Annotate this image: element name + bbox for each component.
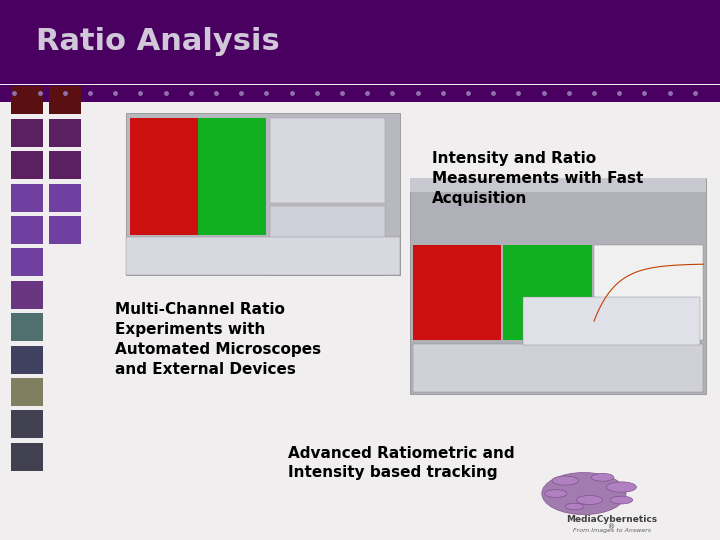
- Bar: [11, 86, 43, 114]
- Bar: [11, 378, 43, 406]
- Bar: [0, 0, 720, 84]
- Circle shape: [610, 496, 633, 504]
- Bar: [523, 297, 700, 345]
- Circle shape: [606, 482, 636, 492]
- Ellipse shape: [541, 472, 626, 515]
- Bar: [413, 344, 703, 392]
- Bar: [11, 119, 43, 147]
- Bar: [11, 216, 43, 244]
- Bar: [503, 245, 592, 340]
- Bar: [126, 237, 400, 275]
- Text: MediaCybernetics: MediaCybernetics: [567, 515, 657, 524]
- Bar: [0, 85, 720, 102]
- Bar: [410, 178, 706, 394]
- Bar: [11, 443, 43, 471]
- Text: From Images to Answers: From Images to Answers: [573, 528, 651, 533]
- Circle shape: [544, 490, 567, 497]
- Bar: [49, 119, 81, 147]
- Bar: [49, 216, 81, 244]
- Text: Advanced Ratiometric and
Intensity based tracking: Advanced Ratiometric and Intensity based…: [288, 446, 515, 480]
- Bar: [126, 113, 400, 275]
- Text: Ratio Analysis: Ratio Analysis: [36, 28, 280, 56]
- Bar: [130, 118, 198, 235]
- Bar: [413, 245, 501, 340]
- Circle shape: [565, 503, 584, 510]
- Bar: [11, 151, 43, 179]
- Text: Multi-Channel Ratio
Experiments with
Automated Microscopes
and External Devices: Multi-Channel Ratio Experiments with Aut…: [115, 302, 321, 377]
- Bar: [198, 118, 266, 235]
- Bar: [49, 86, 81, 114]
- Circle shape: [591, 474, 614, 481]
- Bar: [11, 281, 43, 309]
- Bar: [11, 313, 43, 341]
- Bar: [11, 184, 43, 212]
- Text: ®: ®: [608, 524, 616, 530]
- Bar: [594, 245, 703, 340]
- Bar: [49, 184, 81, 212]
- Bar: [11, 248, 43, 276]
- Bar: [270, 206, 385, 275]
- Circle shape: [552, 476, 578, 485]
- Bar: [49, 151, 81, 179]
- Text: Intensity and Ratio
Measurements with Fast
Acquisition: Intensity and Ratio Measurements with Fa…: [432, 151, 644, 206]
- Bar: [270, 118, 385, 202]
- Circle shape: [577, 496, 603, 504]
- Bar: [410, 178, 706, 192]
- Bar: [11, 346, 43, 374]
- Bar: [11, 410, 43, 438]
